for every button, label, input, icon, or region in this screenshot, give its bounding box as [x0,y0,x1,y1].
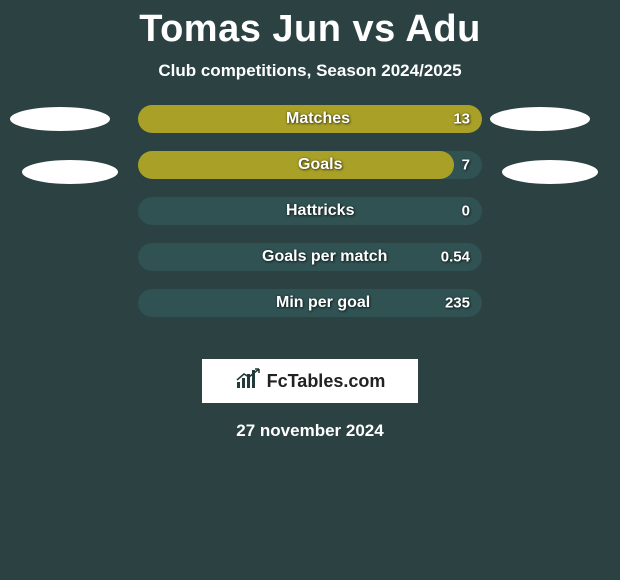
stat-bar-value: 7 [462,157,470,174]
date-label: 27 november 2024 [0,421,620,441]
stat-bar: Matches 13 [138,105,482,133]
player-marker-right-top [490,107,590,131]
stat-bar-value: 0.54 [441,249,470,266]
player-marker-left-top [10,107,110,131]
player-marker-left-bottom [22,160,118,184]
page-title: Tomas Jun vs Adu [0,0,620,51]
stat-bar: Hattricks 0 [138,197,482,225]
fctables-logo-box: FcTables.com [202,359,418,403]
page-subtitle: Club competitions, Season 2024/2025 [0,61,620,81]
stat-bar-label: Hattricks [286,202,354,220]
stat-bar: Goals per match 0.54 [138,243,482,271]
fctables-logo-text: FcTables.com [267,371,386,392]
stat-bar-value: 235 [445,295,470,312]
stat-bar-label: Goals [298,156,342,174]
stat-bar-label: Goals per match [262,248,387,266]
player-marker-right-bottom [502,160,598,184]
stat-bar-label: Min per goal [276,294,370,312]
comparison-chart: Matches 13 Goals 7 Hattricks 0 Goals per match… [0,105,620,345]
bar-chart-arrow-icon [235,368,261,395]
stat-bar-value: 13 [453,111,470,128]
stat-bar-fill [138,151,454,179]
stat-bar-value: 0 [462,203,470,220]
stat-bar-label: Matches [286,110,350,128]
stat-bar: Min per goal 235 [138,289,482,317]
stat-bar: Goals 7 [138,151,482,179]
